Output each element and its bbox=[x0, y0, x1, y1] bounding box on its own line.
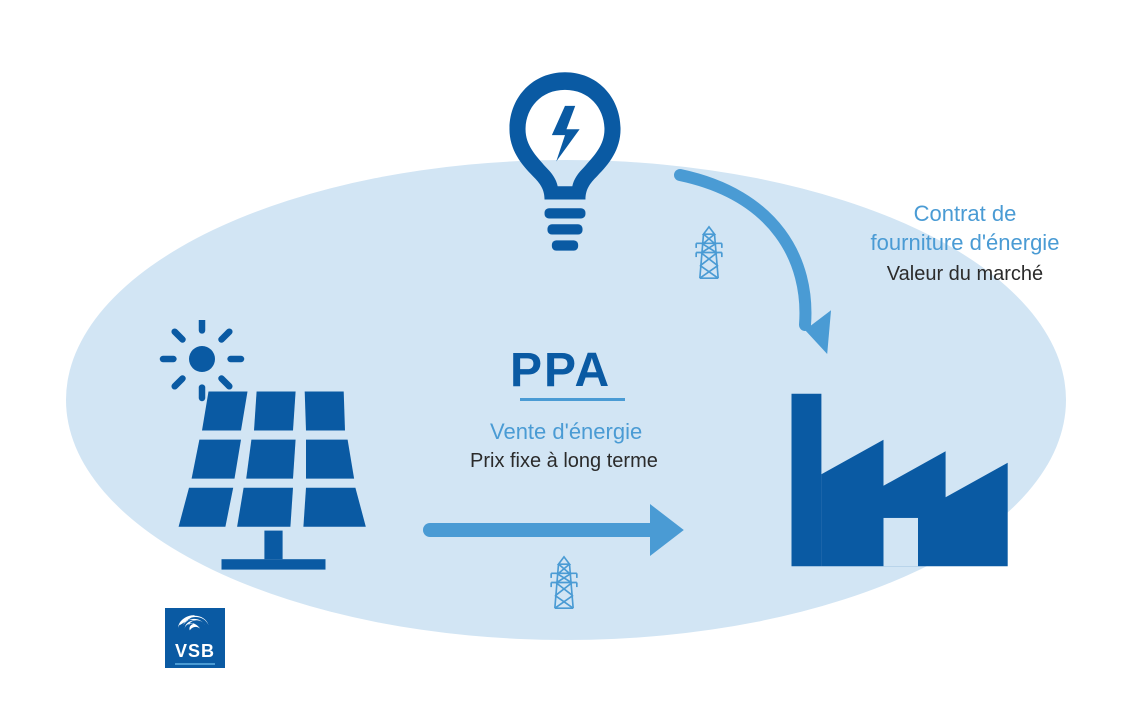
vsb-logo: VSB bbox=[165, 608, 225, 668]
vsb-logo-text: VSB bbox=[165, 641, 225, 662]
vsb-logo-swirl-icon bbox=[165, 610, 225, 644]
ppa-title: PPA bbox=[510, 340, 611, 402]
ppa-title-underline bbox=[520, 398, 625, 401]
contract-line-2: fourniture d'énergie bbox=[850, 229, 1080, 258]
contract-line-3: Valeur du marché bbox=[850, 261, 1080, 287]
ppa-subtitle-1: Vente d'énergie bbox=[490, 418, 642, 447]
contract-label-block: Contrat de fourniture d'énergie Valeur d… bbox=[850, 200, 1080, 287]
ppa-subtitle-2: Prix fixe à long terme bbox=[470, 448, 658, 474]
vsb-logo-underline bbox=[175, 663, 215, 665]
contract-line-1: Contrat de bbox=[850, 200, 1080, 229]
